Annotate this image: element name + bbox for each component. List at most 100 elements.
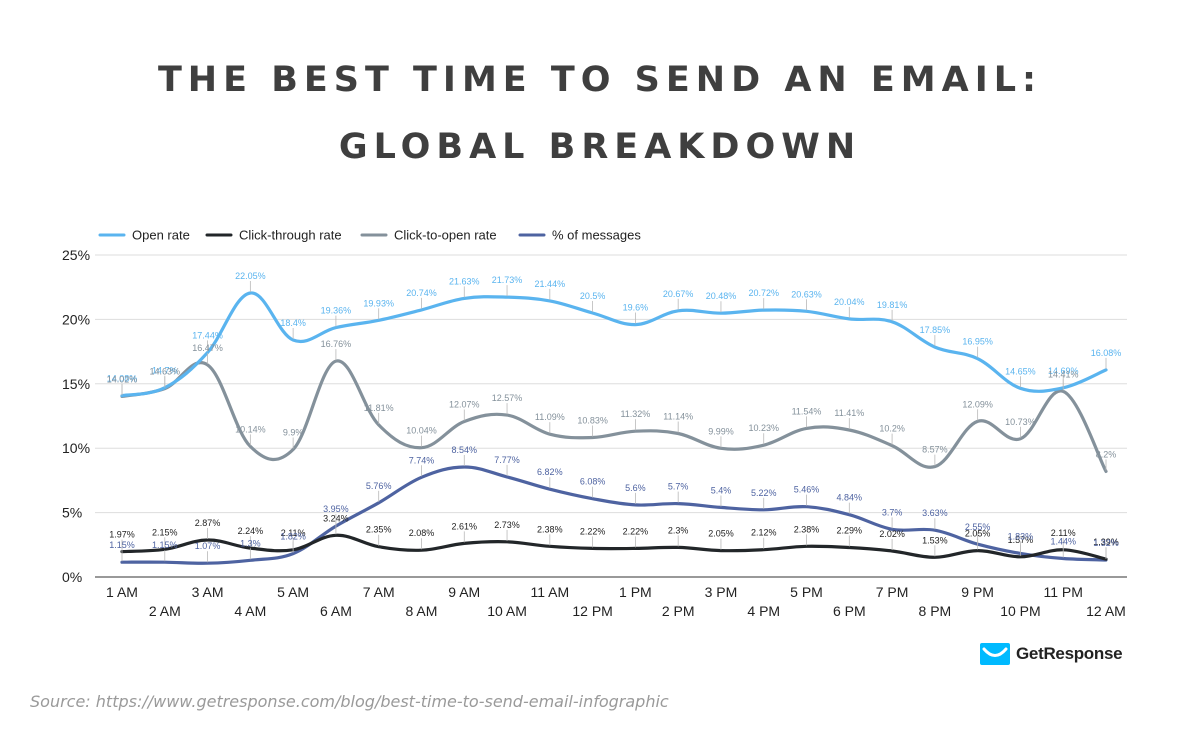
data-label: 1.97% xyxy=(109,530,135,540)
data-label: 10.23% xyxy=(748,423,779,433)
brand-logo: GetResponse xyxy=(980,642,1123,666)
data-label: 20.04% xyxy=(834,297,865,307)
x-tick-label: 3 AM xyxy=(192,584,224,600)
data-label: 1.57% xyxy=(1008,535,1034,545)
data-label: 19.6% xyxy=(623,303,649,313)
data-label: 10.73% xyxy=(1005,417,1036,427)
data-label: 2.55% xyxy=(965,522,991,532)
x-tick-label: 4 PM xyxy=(747,603,780,619)
data-label: 2.61% xyxy=(451,521,477,531)
data-label: 17.44% xyxy=(192,330,223,340)
data-label: 16.95% xyxy=(962,337,993,347)
data-label: 2.87% xyxy=(195,518,221,528)
x-tick-label: 2 AM xyxy=(149,603,181,619)
getresponse-envelope-icon xyxy=(980,643,1010,665)
data-label: 1.39% xyxy=(1093,537,1119,547)
data-label: 14.65% xyxy=(1005,366,1036,376)
data-label: 9.9% xyxy=(283,427,304,437)
data-label: 9.99% xyxy=(708,426,734,436)
data-label: 3.7% xyxy=(882,507,903,517)
source-caption: Source: https://www.getresponse.com/blog… xyxy=(30,692,669,711)
x-tick-label: 6 PM xyxy=(833,603,866,619)
data-label: 1.3% xyxy=(240,538,261,548)
data-label: 1.15% xyxy=(109,540,135,550)
data-label: 6.08% xyxy=(580,477,606,487)
x-tick-label: 1 PM xyxy=(619,584,652,600)
data-label: 1.82% xyxy=(280,532,306,542)
data-label: 11.81% xyxy=(364,403,394,413)
data-label: 10.14% xyxy=(235,424,266,434)
x-tick-label: 11 AM xyxy=(530,584,569,600)
data-label: 6.82% xyxy=(537,467,563,477)
x-tick-label: 5 PM xyxy=(790,584,823,600)
title-line-2: GLOBAL BREAKDOWN xyxy=(338,127,862,167)
data-label: 3.95% xyxy=(323,504,349,514)
series-line-1 xyxy=(120,533,1108,561)
data-label: 20.5% xyxy=(580,291,606,301)
x-tick-label: 3 PM xyxy=(705,584,738,600)
series-line-2 xyxy=(120,359,1108,473)
legend-label-0: Open rate xyxy=(132,228,190,243)
data-label: 14.08% xyxy=(107,374,138,384)
data-label: 1.44% xyxy=(1050,536,1076,546)
data-label: 8.2% xyxy=(1096,449,1117,459)
data-label: 19.36% xyxy=(321,306,352,316)
data-label: 17.85% xyxy=(920,325,951,335)
y-tick-label: 10% xyxy=(62,440,90,456)
data-label: 2.02% xyxy=(879,529,905,539)
x-tick-label: 9 PM xyxy=(961,584,994,600)
data-label: 11.14% xyxy=(663,412,693,422)
data-label: 2.11% xyxy=(1051,528,1076,538)
data-label: 2.29% xyxy=(837,526,863,536)
data-label: 1.15% xyxy=(152,540,178,550)
data-label: 19.81% xyxy=(877,300,908,310)
data-label: 2.22% xyxy=(580,526,606,536)
data-label: 2.22% xyxy=(623,526,649,536)
x-tick-label: 9 AM xyxy=(448,584,480,600)
data-label: 14.69% xyxy=(1048,366,1079,376)
y-tick-label: 15% xyxy=(62,376,90,392)
data-label: 5.4% xyxy=(711,485,732,495)
data-label: 11.09% xyxy=(535,412,565,422)
data-label: 1.83% xyxy=(1008,531,1034,541)
data-label: 11.41% xyxy=(834,408,864,418)
data-label: 20.48% xyxy=(706,291,737,301)
brand-name: GetResponse xyxy=(1016,644,1123,663)
data-label: 12.57% xyxy=(492,393,523,403)
data-label: 1.32% xyxy=(1093,538,1119,548)
x-tick-label: 7 AM xyxy=(363,584,395,600)
data-label: 2.73% xyxy=(494,520,520,530)
data-label: 5.22% xyxy=(751,488,777,498)
y-tick-label: 20% xyxy=(62,311,90,327)
data-label: 5.6% xyxy=(625,483,646,493)
data-label: 22.05% xyxy=(235,271,266,281)
x-tick-label: 8 PM xyxy=(919,603,952,619)
data-label: 1.07% xyxy=(195,541,221,551)
data-label: 21.73% xyxy=(492,275,523,285)
data-label: 2.12% xyxy=(751,528,777,538)
title-line-1: THE BEST TIME TO SEND AN EMAIL: xyxy=(157,60,1043,100)
data-label: 11.54% xyxy=(792,406,822,416)
data-label: 1.53% xyxy=(922,535,948,545)
data-label: 12.09% xyxy=(962,399,993,409)
legend-label-1: Click-through rate xyxy=(239,228,342,243)
data-label: 2.38% xyxy=(537,524,563,534)
x-tick-label: 6 AM xyxy=(320,603,352,619)
x-tick-label: 12 PM xyxy=(572,603,612,619)
series-line-0 xyxy=(120,291,1108,398)
data-label: 10.83% xyxy=(577,416,608,426)
data-label: 16.76% xyxy=(321,339,352,349)
data-label: 2.38% xyxy=(794,524,820,534)
y-tick-label: 25% xyxy=(62,247,90,263)
data-label: 7.77% xyxy=(494,455,520,465)
y-tick-label: 0% xyxy=(62,569,82,585)
data-label: 14.41% xyxy=(1048,369,1079,379)
data-label: 2.11% xyxy=(281,528,306,538)
data-label: 20.72% xyxy=(748,288,779,298)
x-tick-label: 12 AM xyxy=(1086,603,1126,619)
data-label: 11.32% xyxy=(620,409,650,419)
x-tick-label: 10 AM xyxy=(487,603,527,619)
legend-label-2: Click-to-open rate xyxy=(394,228,497,243)
data-label: 20.63% xyxy=(791,289,822,299)
data-label: 2.3% xyxy=(668,525,689,535)
